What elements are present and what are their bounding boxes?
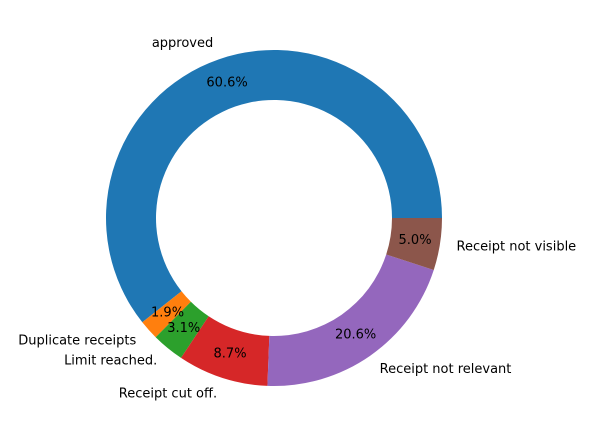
slice-pct-approved: 60.6% <box>206 76 247 91</box>
slice-pct-receipt-not-relevant: 20.6% <box>335 328 376 343</box>
slices-group <box>105 49 442 386</box>
slice-receipt-not-relevant <box>267 254 434 386</box>
slice-receipt-not-visible <box>386 218 442 270</box>
slice-limit-reached <box>155 301 209 358</box>
slice-label-receipt-not-relevant: Receipt not relevant <box>380 362 512 377</box>
slice-pct-duplicate-receipts: 1.9% <box>151 306 184 321</box>
slice-duplicate-receipts <box>142 291 191 338</box>
slice-label-receipt-not-visible: Receipt not visible <box>457 239 577 254</box>
slice-label-approved: approved <box>152 36 213 51</box>
labels-group: approved 60.6% Duplicate receipts 1.9% Limit… <box>18 36 576 401</box>
slice-label-receipt-cut-off: Receipt cut off. <box>119 386 217 401</box>
slice-pct-receipt-not-visible: 5.0% <box>399 233 432 248</box>
slice-pct-receipt-cut-off: 8.7% <box>214 346 247 361</box>
slice-receipt-cut-off <box>181 316 270 386</box>
slice-approved <box>105 49 442 323</box>
slice-label-duplicate-receipts: Duplicate receipts <box>18 334 136 349</box>
slice-label-limit-reached: Limit reached. <box>64 354 157 369</box>
slice-pct-limit-reached: 3.1% <box>167 321 200 336</box>
